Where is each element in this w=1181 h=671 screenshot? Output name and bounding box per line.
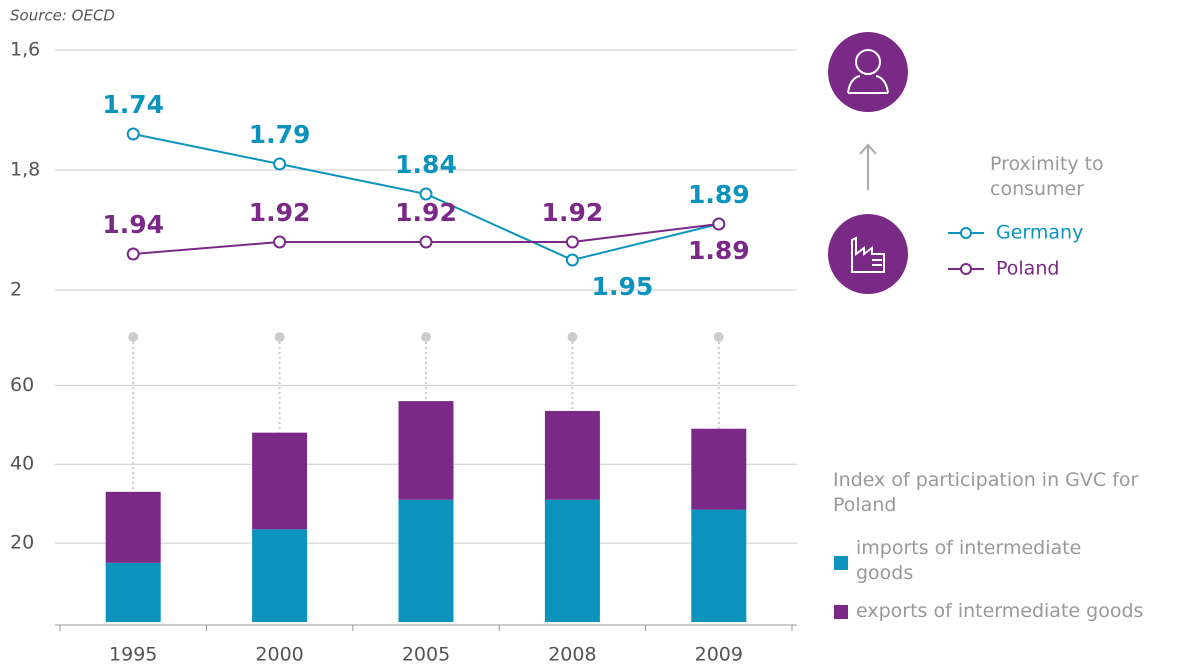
point <box>565 253 579 267</box>
factory-icon <box>828 214 908 294</box>
legend-label: Poland <box>996 258 1059 280</box>
arrow <box>859 143 877 190</box>
x-tick-label: 2009 <box>695 644 743 666</box>
point <box>712 217 726 231</box>
bar-segment <box>105 562 161 622</box>
y-tick-label: 60 <box>10 374 34 396</box>
connector-dot <box>421 332 431 342</box>
bar-segment <box>398 401 454 500</box>
legend-swatch <box>834 556 848 570</box>
bar-segment <box>544 499 600 622</box>
legend-marker <box>960 263 972 275</box>
connector-dot <box>128 332 139 342</box>
data-label: 1.92 <box>542 198 604 227</box>
x-tick-label: 1995 <box>109 644 157 666</box>
legend-swatch <box>834 605 848 619</box>
bar-segment <box>252 529 308 622</box>
legend-label: imports of intermediate goods <box>856 537 1082 584</box>
y-tick-label: 40 <box>10 453 34 475</box>
connector-dot <box>274 332 285 342</box>
connector-dot <box>713 332 724 342</box>
line-legend-title: Proximity to consumer <box>990 153 1104 200</box>
consumer-icon <box>828 32 908 112</box>
data-label: 1.95 <box>592 272 654 301</box>
connector-dot <box>567 332 578 342</box>
point <box>273 235 287 249</box>
legend-label: Germany <box>996 222 1083 244</box>
data-label: 1.74 <box>102 90 164 119</box>
bar-segment <box>544 410 600 500</box>
point <box>126 127 140 141</box>
bar-segment <box>398 499 454 622</box>
data-label: 1.89 <box>688 236 750 265</box>
legend-label: exports of intermediate goods <box>856 600 1144 622</box>
y-tick-label: 20 <box>10 532 34 554</box>
y-tick-label: 2 <box>10 279 22 301</box>
data-label: 1.92 <box>395 198 457 227</box>
data-label: 1.94 <box>102 210 164 239</box>
point <box>273 157 287 171</box>
bar-segment <box>691 509 747 622</box>
source: Source: OECD <box>10 7 115 25</box>
legend-marker <box>960 227 972 239</box>
y-tick-label: 1,6 <box>10 39 40 61</box>
x-tick-label: 2005 <box>402 644 450 666</box>
point <box>419 235 433 249</box>
x-tick-label: 2000 <box>255 644 303 666</box>
data-label: 1.79 <box>249 120 311 149</box>
y-tick-label: 1,8 <box>10 159 40 181</box>
point <box>419 187 433 201</box>
data-label: 1.89 <box>688 180 750 209</box>
data-label: 1.92 <box>249 198 311 227</box>
point <box>565 235 579 249</box>
point <box>126 247 140 261</box>
bar-segment <box>105 491 161 563</box>
x-tick-label: 2008 <box>548 644 596 666</box>
bar-segment <box>252 432 308 530</box>
data-label: 1.84 <box>395 150 457 179</box>
bar-segment <box>691 428 747 510</box>
bar-legend-title: Index of participation in GVC for Poland <box>833 469 1139 516</box>
